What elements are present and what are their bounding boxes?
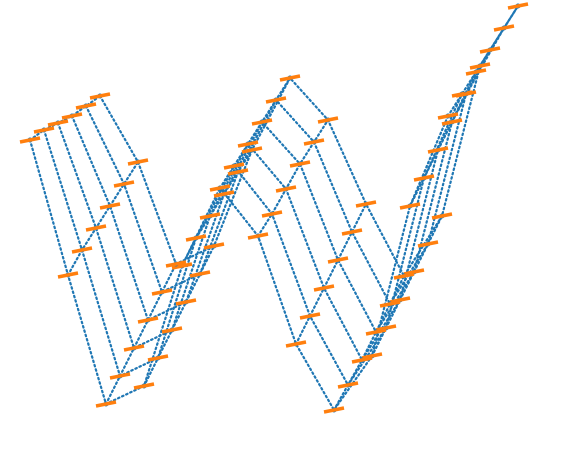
dash (361, 352, 383, 360)
dash (95, 400, 117, 408)
dash (109, 372, 131, 380)
dash (171, 262, 193, 270)
dash (303, 138, 325, 146)
dash (151, 288, 173, 296)
dash (337, 381, 359, 389)
dash (275, 185, 297, 193)
dash (175, 298, 197, 306)
surface-column (142, 244, 216, 388)
dash (323, 406, 345, 414)
dash (375, 324, 397, 332)
dash (75, 102, 97, 110)
dash (469, 62, 491, 70)
dash (465, 68, 487, 76)
dash (227, 168, 249, 176)
dash (19, 136, 41, 144)
dash (161, 326, 183, 334)
dash (223, 162, 245, 170)
dash (247, 232, 269, 240)
dash (61, 112, 83, 120)
dash (403, 268, 425, 276)
dash (85, 224, 107, 232)
dash (417, 240, 439, 248)
surface-column (66, 160, 140, 277)
dash (365, 328, 387, 336)
dash (265, 96, 287, 104)
dash (285, 340, 307, 348)
dash (351, 356, 373, 364)
dash (71, 246, 93, 254)
surface-column (180, 148, 254, 268)
dash (317, 116, 339, 124)
dash (399, 202, 421, 210)
dash (47, 119, 69, 127)
dash (185, 234, 207, 242)
dash (99, 202, 121, 210)
surface-column (446, 4, 520, 118)
dash (133, 382, 155, 390)
surface-column (104, 262, 178, 406)
dash (189, 270, 211, 278)
dash (479, 46, 501, 54)
surface-column (256, 118, 330, 238)
dash (33, 126, 55, 134)
dash (379, 300, 401, 308)
dash (507, 2, 529, 10)
dash (313, 284, 335, 292)
dash (127, 158, 149, 166)
dash (427, 146, 449, 154)
surface-column (218, 76, 292, 190)
dash (237, 140, 259, 148)
dash (413, 174, 435, 182)
dash (341, 228, 363, 236)
dash (441, 118, 463, 126)
surface-row (98, 4, 520, 279)
dash (165, 260, 187, 268)
dash (493, 24, 515, 32)
dash (355, 200, 377, 208)
dash (123, 344, 145, 352)
surface-column (408, 64, 482, 208)
dash (199, 212, 221, 220)
surface-column (370, 214, 444, 358)
dash (137, 316, 159, 324)
dash (455, 90, 477, 98)
dash (57, 271, 79, 279)
dash (203, 242, 225, 250)
dash (261, 210, 283, 218)
dash (431, 212, 453, 220)
dash (213, 190, 235, 198)
dash (327, 256, 349, 264)
surface-column (294, 202, 368, 346)
dash (299, 312, 321, 320)
dash (437, 112, 459, 120)
dash (209, 184, 231, 192)
dash (113, 180, 135, 188)
dash (289, 160, 311, 168)
surface-column (332, 274, 406, 412)
dash (147, 354, 169, 362)
dash (279, 74, 301, 82)
dash (393, 272, 415, 280)
dash (389, 296, 411, 304)
dash (89, 92, 111, 100)
dash (241, 146, 263, 154)
dash (251, 118, 273, 126)
